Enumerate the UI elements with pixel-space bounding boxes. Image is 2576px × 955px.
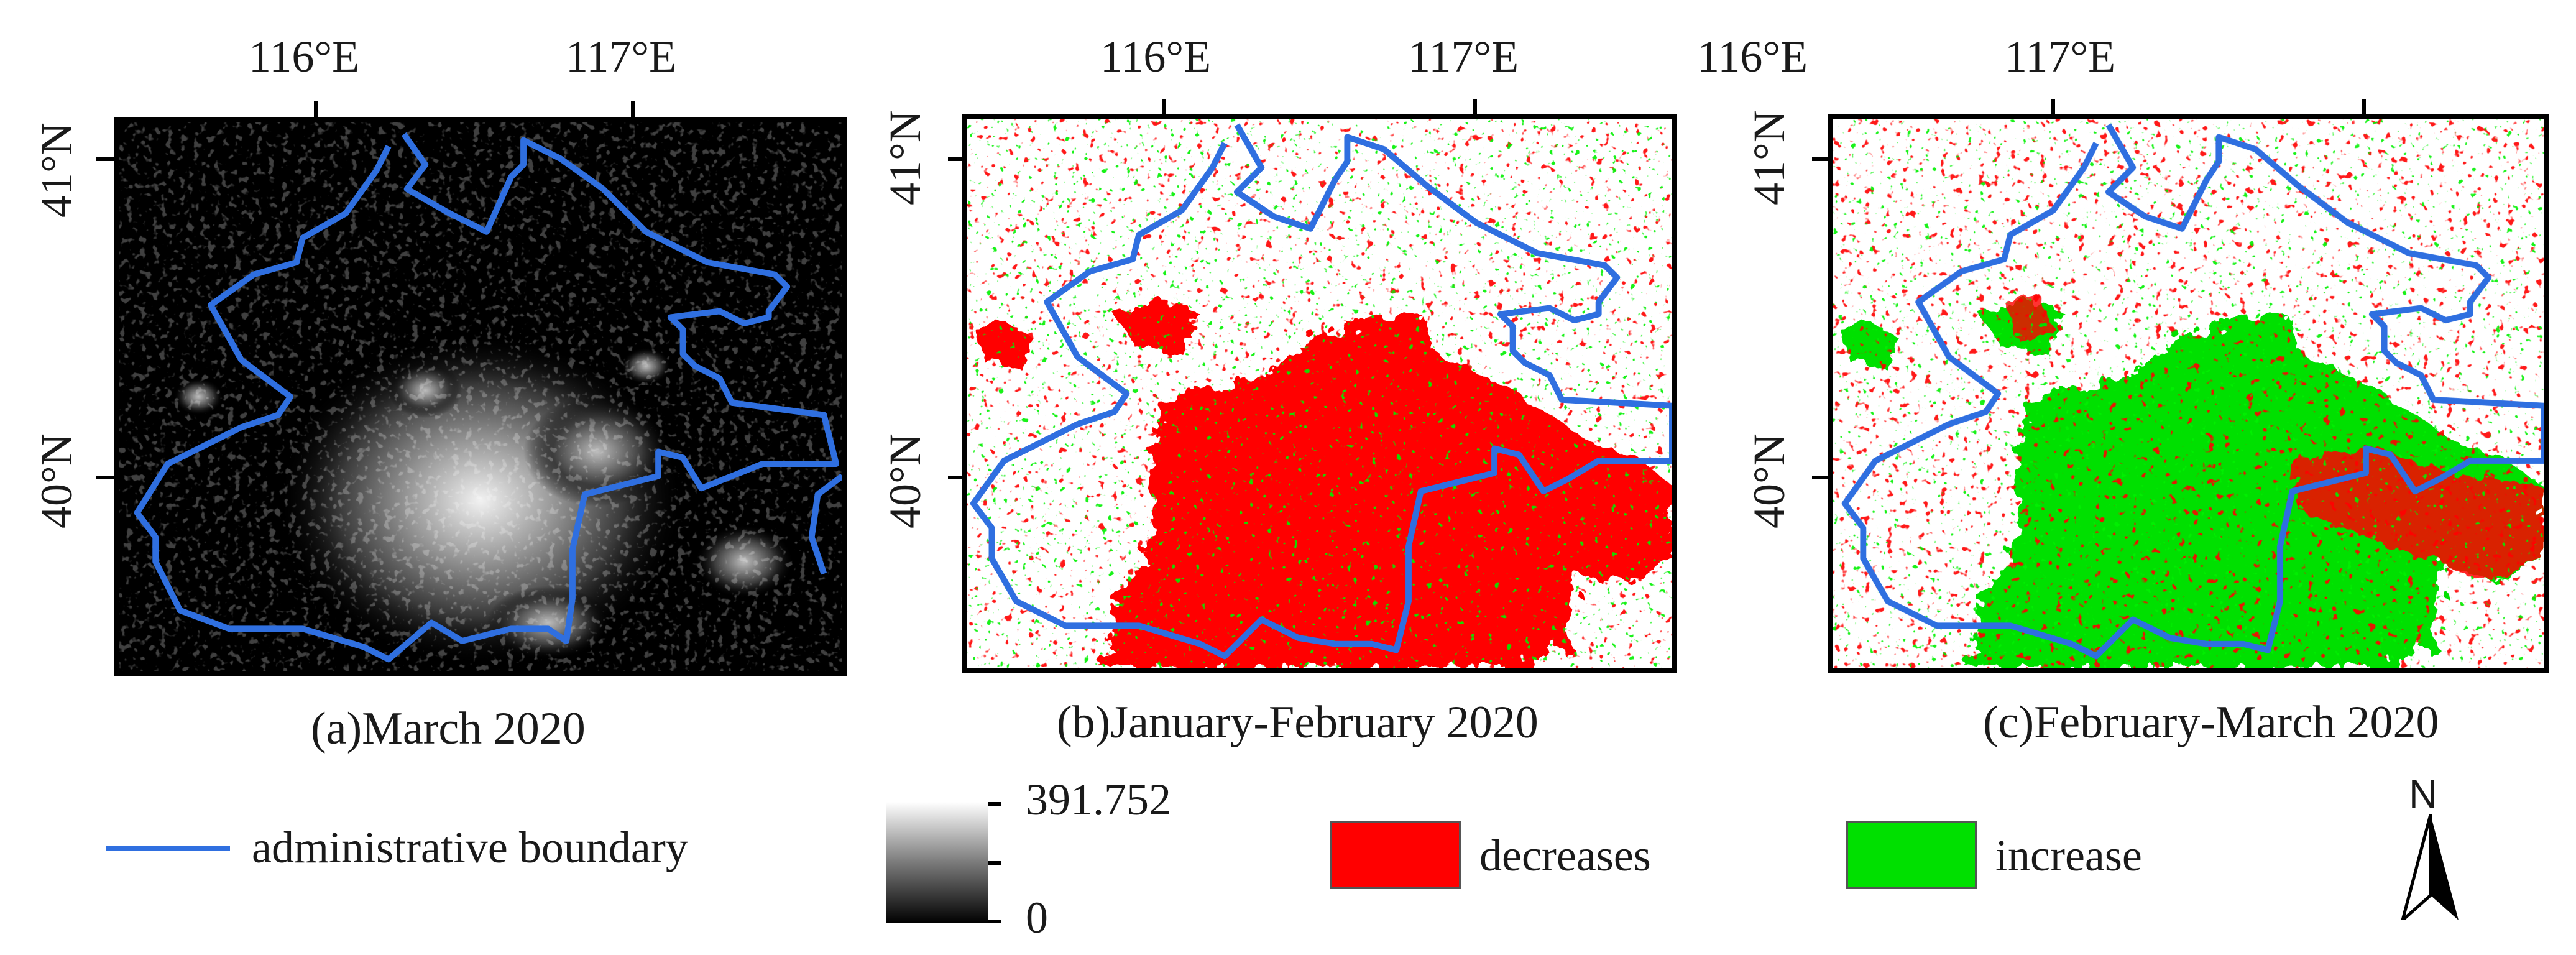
caption-b: (b)January-February 2020 <box>1057 697 1539 748</box>
legend-increase-label: increase <box>1995 831 2142 880</box>
caption-c: (c)February-March 2020 <box>1983 697 2439 748</box>
legend-decrease-label: decreases <box>1479 831 1651 880</box>
lat-label-41: 41°N <box>880 110 930 205</box>
lat-label-41: 41°N <box>1744 110 1794 205</box>
north-label: N <box>2409 772 2438 816</box>
lon-label-117: 117°E <box>566 32 677 81</box>
nightlight-map-march <box>114 117 847 676</box>
lat-label-41: 41°N <box>32 122 81 218</box>
change-map-feb-mar <box>1828 114 2549 673</box>
change-map-b-svg <box>967 119 1672 668</box>
nightlight-scale-gradient <box>886 802 988 923</box>
lon-label-117: 117°E <box>2005 32 2116 81</box>
change-map-c-svg <box>1833 119 2544 668</box>
lat-label-40: 40°N <box>1744 433 1794 528</box>
boundary-line-swatch <box>106 846 230 851</box>
north-arrow-icon <box>2401 814 2459 920</box>
scale-min-label: 0 <box>1026 893 1048 943</box>
admin-boundary-b <box>970 123 1672 660</box>
lon-label-117: 117°E <box>1408 32 1519 81</box>
scale-max-label: 391.752 <box>1026 775 1171 824</box>
lon-label-116: 116°E <box>1100 32 1212 81</box>
legend-boundary-label: administrative boundary <box>252 823 688 872</box>
lat-label-40: 40°N <box>32 433 81 528</box>
change-map-jan-feb <box>962 114 1677 673</box>
caption-a: (a)March 2020 <box>311 703 586 754</box>
decrease-swatch <box>1330 821 1461 889</box>
lon-label-116: 116°E <box>1697 32 1808 81</box>
admin-boundary-c <box>1841 123 2544 660</box>
admin-boundary-a <box>134 132 840 663</box>
lat-label-40: 40°N <box>880 433 930 528</box>
lon-label-116: 116°E <box>249 32 360 81</box>
increase-swatch <box>1846 821 1977 889</box>
